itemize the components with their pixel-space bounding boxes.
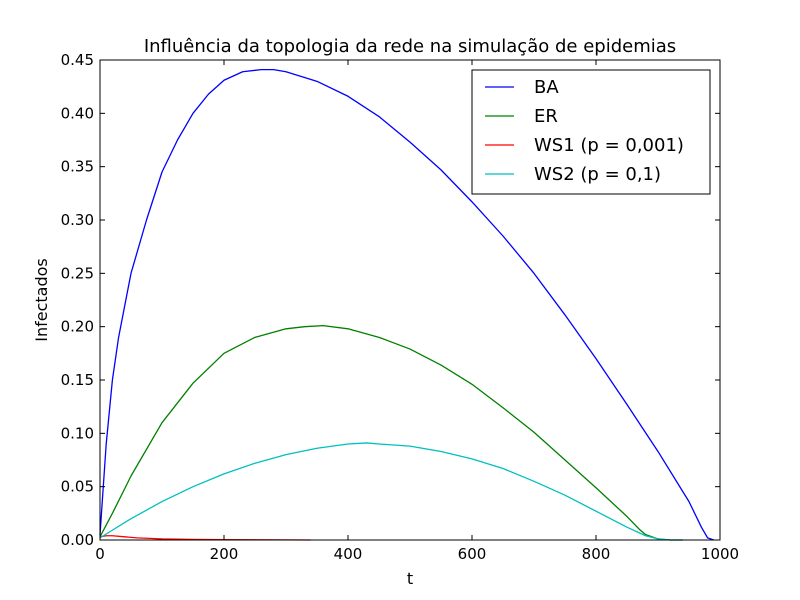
y-tick-label: 0.25 (61, 264, 94, 282)
x-tick-label: 400 (334, 545, 363, 563)
plot-frame (99, 59, 721, 541)
legend-label-1: ER (534, 106, 558, 127)
y-tick-label: 0.45 (61, 51, 94, 69)
y-tick-label: 0.40 (61, 104, 94, 122)
x-tick-label: 200 (210, 545, 239, 563)
y-axis-label: Infectados (32, 258, 51, 342)
y-tick-label: 0.05 (61, 478, 94, 496)
legend: BA ER WS1 (p = 0,001) WS2 (p = 0,1) (471, 69, 711, 195)
y-tick-label: 0.30 (61, 211, 94, 229)
y-tick-label: 0.00 (61, 531, 94, 549)
x-tick-label: 800 (582, 545, 611, 563)
y-tick-label: 0.15 (61, 371, 94, 389)
chart-title: Influência da topologia da rede na simul… (144, 36, 676, 57)
y-tick-label: 0.20 (61, 318, 94, 336)
x-axis-label: t (407, 569, 413, 588)
y-tick-label: 0.10 (61, 424, 94, 442)
legend-label-2: WS1 (p = 0,001) (534, 135, 684, 156)
series-line-0 (99, 68, 715, 541)
legend-label-0: BA (534, 77, 559, 98)
series-line-3 (99, 442, 683, 541)
axis-ticks: 0 200 400 600 800 1000 0.00 0.05 0.10 0.15 0.20 0.2… (61, 51, 740, 563)
y-tick-label: 0.35 (61, 158, 94, 176)
legend-label-3: WS2 (p = 0,1) (534, 164, 661, 185)
x-tick-label: 0 (95, 545, 105, 563)
plot-area (99, 68, 715, 541)
legend-box (471, 69, 711, 195)
series-line-1 (99, 324, 683, 541)
x-tick-label: 600 (458, 545, 487, 563)
x-tick-label: 1000 (701, 545, 739, 563)
